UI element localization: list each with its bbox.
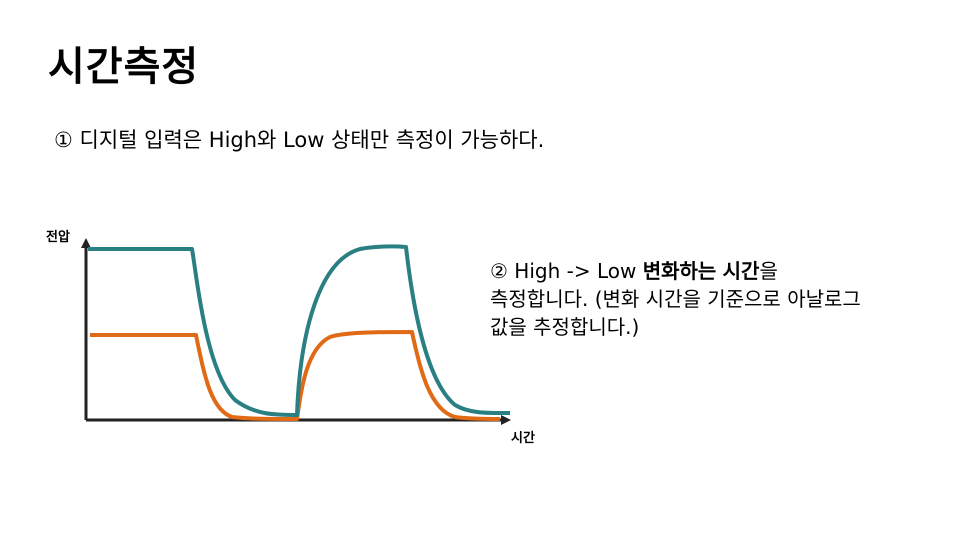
page-title: 시간측정 [48,44,200,90]
y-axis-label: 전압 [46,230,70,245]
point-2-text: ② High -> Low 변화하는 시간을 측정합니다. (변화 시간을 기준… [490,257,940,341]
x-axis-arrow [501,415,511,425]
point-2-line-2: 측정합니다. (변화 시간을 기준으로 아날로그 [490,287,861,311]
point-2-prefix: ② High -> Low [490,259,643,283]
point-2-bold-time: 시간 [722,259,760,283]
point-2-line-3: 값을 추정합니다.) [490,315,640,339]
point-2-line-1: ② High -> Low 변화하는 시간을 [490,257,940,285]
orange-signal-line [90,330,501,421]
point-2-bold-change: 변화하는 [642,259,717,283]
teal-signal-line [88,244,511,417]
y-axis-arrow [81,238,91,248]
point-2-suffix: 을 [759,259,778,283]
point-1-text: ① 디지털 입력은 High와 Low 상태만 측정이 가능하다. [54,128,545,152]
x-axis-label: 시간 [511,431,535,446]
